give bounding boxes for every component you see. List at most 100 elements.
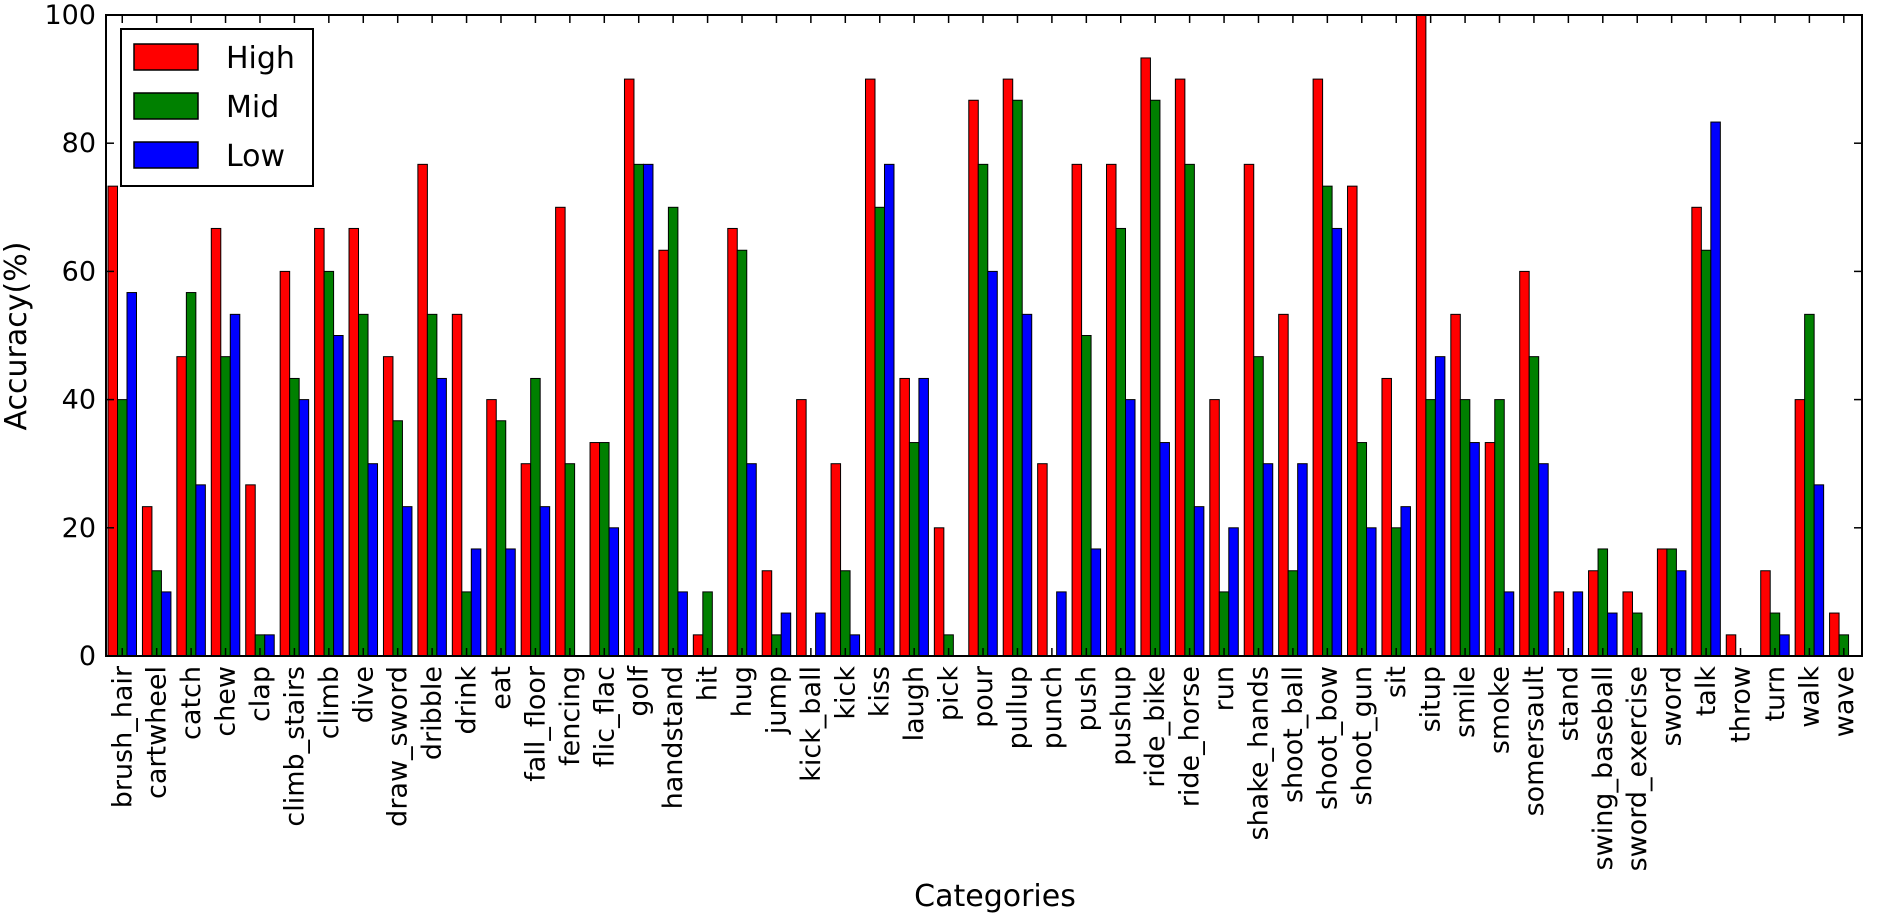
x-tick-label-swing-baseball: swing_baseball <box>1588 666 1619 870</box>
bar-high-pullup <box>1002 78 1014 657</box>
bar-low-ride-bike <box>1159 442 1170 657</box>
bar-low-climb <box>333 335 344 657</box>
bar-high-shoot-gun <box>1347 185 1358 657</box>
legend: High Mid Low <box>120 28 314 187</box>
bar-high-jump <box>761 570 773 657</box>
x-tick-label-eat: eat <box>486 666 517 710</box>
bar-high-shake-hands <box>1243 163 1255 657</box>
x-tick-label-pour: pour <box>968 665 999 728</box>
x-tick-label-sword: sword <box>1657 666 1688 746</box>
bar-mid-kick <box>840 570 851 657</box>
bar-high-shoot-ball <box>1278 313 1289 657</box>
x-tick-label-climb: climb <box>314 666 345 739</box>
bar-high-hug <box>727 227 738 657</box>
bar-low-kick <box>849 634 861 657</box>
bar-low-stand <box>1572 591 1584 657</box>
bar-low-brush-hair <box>126 292 137 657</box>
bar-mid-walk <box>1804 313 1815 657</box>
bar-high-hit <box>692 634 704 657</box>
bar-mid-eat <box>495 420 507 657</box>
bar-mid-smoke <box>1494 399 1505 657</box>
x-tick-label-smoke: smoke <box>1485 666 1516 754</box>
bar-high-climb <box>314 227 325 657</box>
bar-mid-situp <box>1425 399 1436 657</box>
bar-low-drink <box>470 548 482 657</box>
bar-mid-hit <box>702 591 713 657</box>
legend-label-high: High <box>226 41 295 76</box>
x-tick-label-hug: hug <box>727 666 758 717</box>
x-tick-label-fencing: fencing <box>555 666 586 766</box>
x-tick-label-flic-flac: flic_flac <box>589 666 620 767</box>
bar-low-dive <box>367 463 379 657</box>
bar-mid-shoot-gun <box>1356 442 1368 657</box>
x-tick-label-brush-hair: brush_hair <box>107 665 138 808</box>
bar-high-situp <box>1415 14 1427 657</box>
plot-frame <box>105 14 1863 657</box>
bar-low-walk <box>1813 484 1825 657</box>
bar-mid-cartwheel <box>151 570 162 657</box>
bar-high-flic-flac <box>589 442 601 657</box>
x-tick-label-cartwheel: cartwheel <box>142 666 173 799</box>
x-tick-label-kick: kick <box>830 666 861 720</box>
bar-low-run <box>1228 527 1239 657</box>
bar-high-draw-sword <box>382 356 394 657</box>
bar-high-chew <box>210 227 222 657</box>
x-tick-label-kiss: kiss <box>865 666 896 717</box>
x-tick-label-situp: situp <box>1416 666 1447 732</box>
x-tick-label-draw-sword: draw_sword <box>383 666 414 827</box>
bar-high-run <box>1209 399 1220 657</box>
y-axis-title: Accuracy(%) <box>0 242 34 431</box>
x-tick-label-ride-bike: ride_bike <box>1140 666 1171 788</box>
bar-high-talk <box>1691 206 1702 657</box>
x-tick-label-shoot-ball: shoot_ball <box>1278 666 1309 803</box>
y-tick-label: 40 <box>62 385 96 416</box>
bar-high-fencing <box>555 206 566 657</box>
x-tick-label-clap: clap <box>245 666 276 722</box>
x-tick-label-wave: wave <box>1829 666 1860 737</box>
bar-high-swing-baseball <box>1588 570 1599 657</box>
x-tick-label-walk: walk <box>1794 666 1825 728</box>
bar-mid-dive <box>358 313 369 657</box>
bar-mid-golf <box>633 163 644 657</box>
bar-mid-pushup <box>1115 227 1127 657</box>
bar-high-laugh <box>899 377 910 657</box>
bar-low-golf <box>642 163 654 657</box>
ticks-layer <box>106 14 1862 657</box>
bar-high-fall-floor <box>520 463 532 657</box>
bar-mid-pullup <box>1012 99 1023 657</box>
bar-low-smile <box>1469 442 1480 657</box>
x-tick-label-chew: chew <box>211 666 242 737</box>
bar-high-turn <box>1760 570 1771 657</box>
bar-low-jump <box>780 612 792 657</box>
bar-mid-fall-floor <box>530 377 541 657</box>
x-axis-title: Categories <box>914 879 1076 914</box>
x-tick-label-laugh: laugh <box>899 666 930 741</box>
bar-mid-flic-flac <box>599 442 610 657</box>
bar-high-kick <box>830 463 842 657</box>
bar-mid-climb <box>323 270 335 657</box>
bar-low-eat <box>505 548 516 657</box>
bar-low-sit <box>1400 506 1411 657</box>
legend-label-mid: Mid <box>226 90 279 125</box>
bar-high-clap <box>245 484 256 657</box>
x-tick-label-dive: dive <box>348 666 379 723</box>
legend-swatch-mid <box>133 92 199 120</box>
bar-high-eat <box>486 399 497 657</box>
x-tick-label-pushup: pushup <box>1106 666 1137 766</box>
x-tick-label-drink: drink <box>452 666 483 735</box>
bar-high-catch <box>176 356 187 657</box>
bars-layer <box>107 14 1850 657</box>
bar-low-pushup <box>1125 399 1136 657</box>
bar-low-somersault <box>1538 463 1549 657</box>
x-tick-label-sword-exercise: sword_exercise <box>1622 666 1653 871</box>
x-tick-label-shoot-bow: shoot_bow <box>1312 666 1343 810</box>
bar-low-catch <box>195 484 206 657</box>
bar-low-dribble <box>436 377 447 657</box>
bar-mid-ride-horse <box>1184 163 1195 657</box>
bar-low-draw-sword <box>401 506 413 657</box>
bar-high-walk <box>1794 399 1806 657</box>
bar-mid-draw-sword <box>392 420 403 657</box>
x-tick-label-climb-stairs: climb_stairs <box>279 666 310 827</box>
bar-high-brush-hair <box>107 185 118 657</box>
